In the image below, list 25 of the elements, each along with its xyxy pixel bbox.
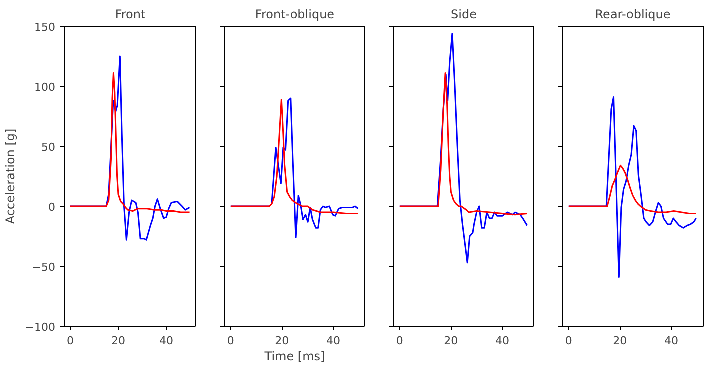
x-axis-title: Time [ms] [264,350,326,364]
chart-title: Front [115,8,146,22]
x-tick-label: 20 [444,334,458,348]
y-tick-label: 0 [48,201,56,214]
x-tick-label: 40 [326,334,340,348]
x-tick-label: 40 [160,334,174,348]
x-tick-label: 20 [275,334,290,348]
y-tick-label: 100 [34,81,56,94]
x-tick-label: 40 [495,334,510,348]
y-axis-title: Acceleration [g] [3,128,18,224]
x-tick-label: 0 [565,334,572,348]
chart-title: Front-oblique [255,8,335,22]
chart-title: Side [451,8,477,22]
x-tick-label: 20 [613,334,628,348]
line-series [70,72,191,214]
x-tick-label: 0 [67,334,74,348]
y-tick-label: −50 [32,261,56,274]
x-tick-label: 40 [664,334,678,348]
x-tick-label: 20 [112,334,126,348]
y-tick-label: 150 [34,21,56,34]
x-tick-label: 0 [396,334,404,348]
y-tick-label: −100 [25,321,56,334]
x-tick-label: 0 [227,334,234,348]
y-tick-label: 50 [42,141,56,154]
chart-title: Rear-oblique [595,8,671,22]
